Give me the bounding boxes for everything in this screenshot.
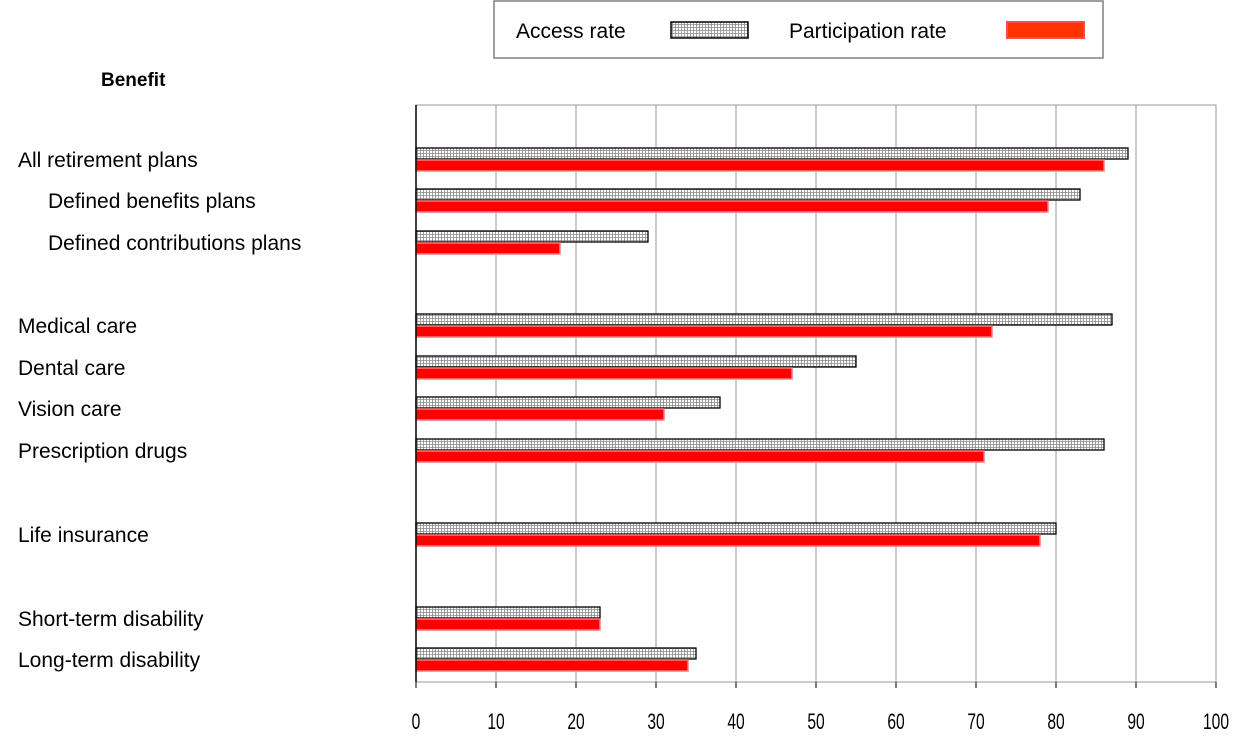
legend-label-participation: Participation rate [789, 20, 947, 43]
bar-access-rate [415, 522, 1057, 535]
bar-participation-rate [415, 200, 1049, 213]
legend: Access rate Participation rate [493, 0, 1104, 59]
x-tick-label: 0 [412, 710, 421, 734]
bars [415, 147, 1129, 672]
category-label: Dental care [18, 357, 125, 380]
x-tick-label: 80 [1047, 710, 1064, 734]
bar-access-rate [415, 230, 649, 243]
x-tick-label: 90 [1127, 710, 1144, 734]
bar-participation-rate [415, 450, 985, 463]
bar-access-rate [415, 647, 697, 660]
bar-participation-rate [415, 242, 561, 255]
category-label: Medical care [18, 315, 137, 338]
category-label: All retirement plans [18, 149, 198, 172]
bar-participation-rate [415, 159, 1105, 172]
legend-label-access: Access rate [516, 20, 626, 43]
category-label: Vision care [18, 398, 122, 421]
category-label: Prescription drugs [18, 440, 187, 463]
bar-access-rate [415, 438, 1105, 451]
bar-access-rate [415, 606, 601, 619]
category-label: Defined benefits plans [48, 190, 256, 213]
x-tick-label: 60 [887, 710, 904, 734]
x-tick-label: 50 [807, 710, 824, 734]
x-tick-label: 100 [1203, 710, 1229, 734]
bar-participation-rate [415, 618, 601, 631]
x-tick-label: 30 [647, 710, 664, 734]
category-label: Short-term disability [18, 608, 204, 631]
bar-participation-rate [415, 659, 689, 672]
bar-access-rate [415, 147, 1129, 160]
legend-frame [493, 0, 1104, 59]
bar-access-rate [415, 355, 857, 368]
category-labels: All retirement plans Defined benefits pla… [18, 149, 301, 672]
x-tick-label: 40 [727, 710, 744, 734]
bar-participation-rate [415, 408, 665, 421]
bar-participation-rate [415, 325, 993, 338]
legend-swatch-access [670, 21, 749, 39]
category-heading: Benefit [101, 70, 166, 91]
legend-swatch-participation [1006, 21, 1085, 39]
bar-access-rate [415, 396, 721, 409]
bar-access-rate [415, 313, 1113, 326]
bar-participation-rate [415, 534, 1041, 547]
x-tick-label: 10 [487, 710, 504, 734]
bar-participation-rate [415, 367, 793, 380]
x-axis: 0 10 20 30 40 50 60 70 80 90 100 [412, 105, 1229, 735]
category-label: Long-term disability [18, 649, 201, 672]
category-label: Life insurance [18, 524, 149, 547]
x-tick-label: 20 [567, 710, 584, 734]
bar-access-rate [415, 188, 1081, 201]
category-label: Defined contributions plans [48, 232, 301, 255]
x-tick-label: 70 [967, 710, 984, 734]
